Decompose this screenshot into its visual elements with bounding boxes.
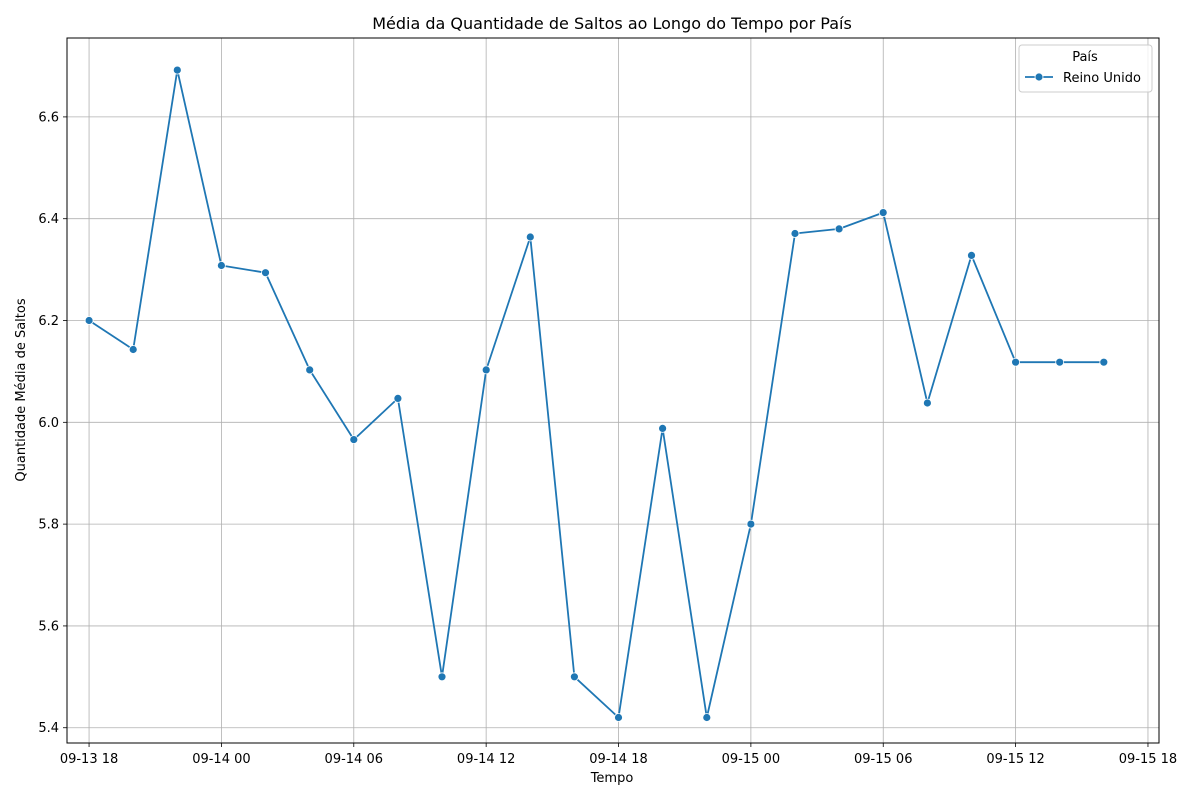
data-points — [84, 65, 1109, 722]
data-point — [790, 229, 800, 238]
data-point — [570, 672, 579, 682]
legend-marker-swatch — [1034, 72, 1044, 82]
y-tick-label: 6.0 — [38, 416, 59, 431]
x-tick-label: 09-15 06 — [854, 752, 912, 767]
data-point — [128, 345, 138, 354]
grid — [67, 38, 1159, 743]
data-point — [834, 224, 844, 234]
y-tick-label: 6.4 — [38, 212, 59, 227]
x-tick-label: 09-14 12 — [457, 752, 515, 767]
series-line-reino-unido — [88, 69, 1104, 719]
y-tick-label: 5.6 — [38, 619, 59, 634]
series-line-layer — [88, 69, 1104, 719]
data-point — [349, 435, 359, 445]
data-point — [1055, 357, 1065, 367]
plot-frame — [66, 37, 1160, 744]
x-tick-label: 09-13 18 — [60, 752, 118, 767]
x-tick-label: 09-14 06 — [325, 752, 383, 767]
data-point — [923, 398, 932, 408]
data-point — [967, 250, 976, 260]
data-point — [172, 65, 182, 75]
x-axis-label: Tempo — [590, 771, 634, 786]
data-point — [261, 268, 270, 278]
data-point — [1011, 357, 1020, 367]
y-axis-label: Quantidade Média de Saltos — [14, 298, 29, 481]
x-tick-label: 09-15 12 — [986, 752, 1044, 767]
x-tick-label: 09-15 00 — [722, 752, 780, 767]
data-point — [525, 232, 535, 242]
y-tick-label: 6.6 — [38, 110, 59, 125]
data-point — [658, 423, 667, 433]
x-axis-ticks: 09-13 18 09-14 00 09-14 06 09-14 12 09-14 18… — [60, 743, 1177, 767]
data-point — [746, 519, 756, 529]
chart-title: Média da Quantidade de Saltos ao Longo d… — [372, 14, 852, 33]
data-point — [84, 316, 94, 325]
x-tick-label: 09-14 00 — [192, 752, 250, 767]
data-point — [878, 208, 888, 218]
data-point — [393, 393, 403, 403]
data-point — [216, 261, 226, 270]
x-tick-label: 09-14 18 — [589, 752, 647, 767]
data-point — [437, 672, 447, 682]
legend-frame — [1018, 44, 1153, 93]
legend-label-reino-unido: Reino Unido — [1063, 71, 1141, 86]
data-point — [1099, 357, 1109, 367]
y-tick-label: 5.4 — [38, 721, 59, 736]
y-axis-ticks: 5.4 5.6 5.8 6.0 6.2 6.4 6.6 — [38, 110, 67, 736]
data-point — [305, 365, 315, 375]
data-point — [481, 365, 491, 375]
x-tick-label: 09-15 18 — [1119, 752, 1177, 767]
data-point — [614, 713, 623, 722]
legend: País Reino Unido — [1018, 44, 1153, 93]
data-point — [702, 713, 712, 722]
legend-title: País — [1072, 50, 1098, 65]
y-tick-label: 5.8 — [38, 518, 59, 533]
y-tick-label: 6.2 — [38, 314, 59, 329]
